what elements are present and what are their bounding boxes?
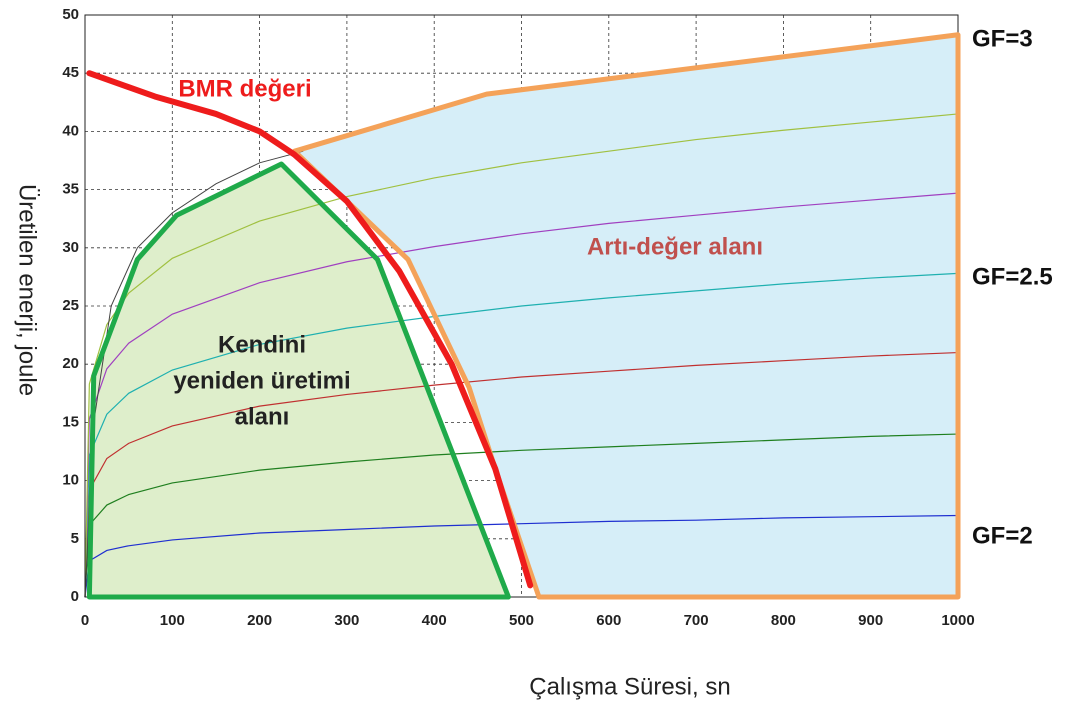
y-tick-label: 45 — [62, 64, 79, 81]
x-tick-label: 200 — [247, 612, 272, 629]
area-outline — [86, 161, 511, 600]
bmr-label: BMR değeri — [178, 75, 311, 102]
curve — [84, 433, 959, 598]
y-tick-label: 35 — [62, 181, 79, 198]
x-tick-label: 100 — [160, 612, 185, 629]
x-tick-label: 400 — [422, 612, 447, 629]
area-label: Kendini — [218, 331, 306, 358]
area-label: Artı-değer alanı — [587, 233, 763, 260]
bmr-line — [86, 70, 534, 589]
x-tick-label: 600 — [596, 612, 621, 629]
curve — [84, 272, 959, 598]
x-tick-label: 900 — [858, 612, 883, 629]
y-tick-label: 40 — [62, 122, 79, 139]
y-tick-label: 15 — [62, 413, 79, 430]
area-fill — [89, 163, 509, 597]
y-tick-label: 30 — [62, 239, 79, 256]
envelope — [84, 150, 304, 598]
y-tick-label: 0 — [71, 588, 79, 605]
curve — [84, 351, 959, 598]
area-label: alanı — [235, 403, 290, 430]
y-tick-label: 10 — [62, 472, 79, 489]
x-axis-label: Çalışma Süresi, sn — [529, 673, 730, 700]
x-tick-label: 500 — [509, 612, 534, 629]
gf-label: GF=2 — [972, 522, 1033, 549]
x-tick-label: 1000 — [941, 612, 974, 629]
area-label: yeniden üretimi — [173, 367, 350, 394]
x-tick-label: 300 — [334, 612, 359, 629]
y-tick-label: 5 — [71, 530, 79, 547]
gf-label: GF=3 — [972, 25, 1033, 52]
x-tick-label: 0 — [81, 612, 89, 629]
area-fill — [294, 34, 958, 597]
x-tick-label: 800 — [771, 612, 796, 629]
y-tick-label: 20 — [62, 355, 79, 372]
gf-label: GF=2.5 — [972, 263, 1053, 290]
curve — [84, 192, 959, 598]
x-tick-label: 700 — [684, 612, 709, 629]
curve — [84, 514, 959, 598]
y-axis-label: Üretilen enerji, joule — [14, 184, 41, 396]
curve — [84, 113, 959, 598]
area-outline — [292, 32, 961, 600]
y-tick-label: 25 — [62, 297, 79, 314]
y-tick-label: 50 — [62, 6, 79, 23]
